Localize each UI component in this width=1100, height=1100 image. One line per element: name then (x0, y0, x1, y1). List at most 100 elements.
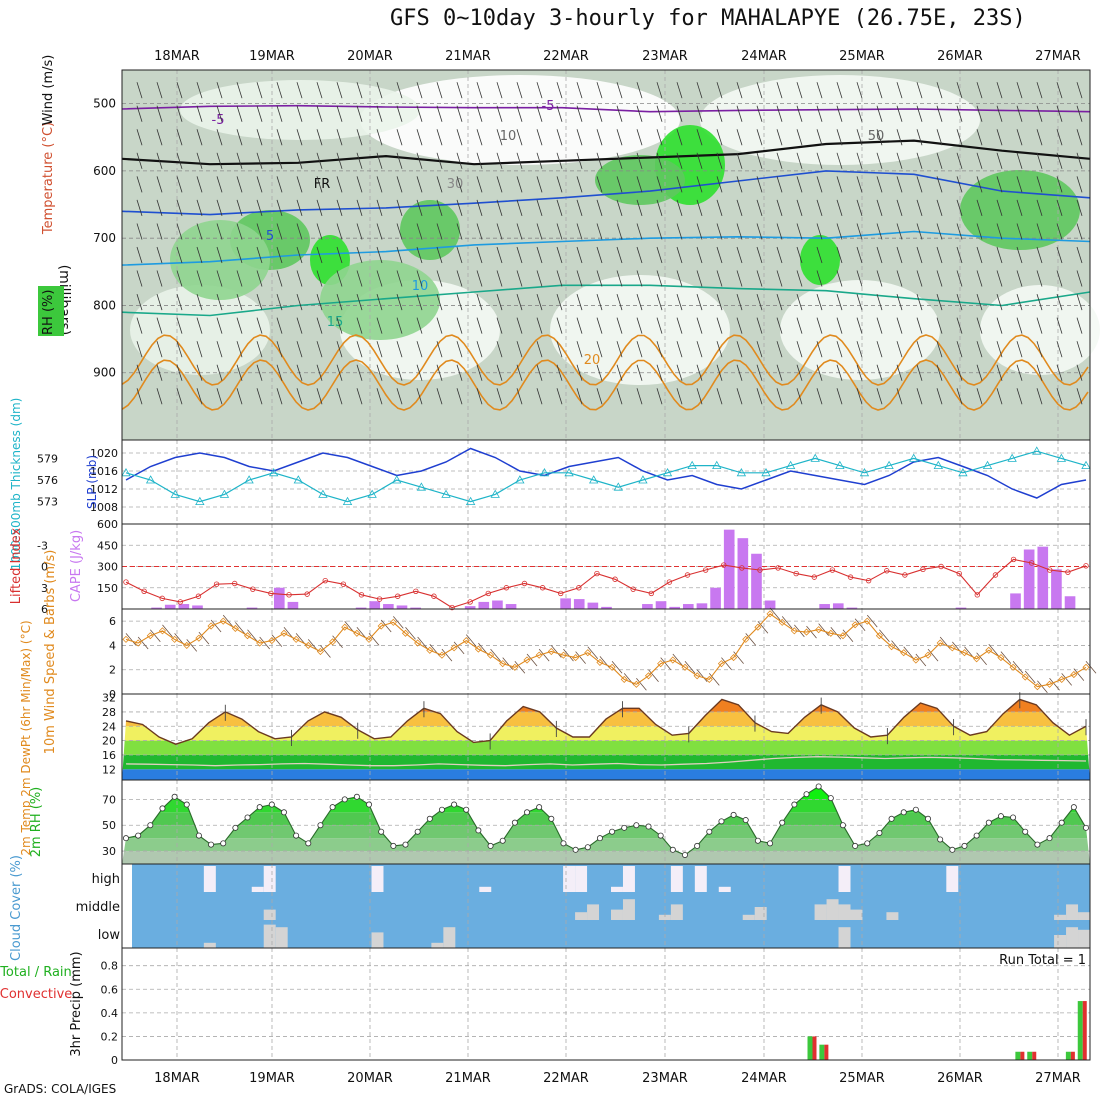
cape-bar (723, 529, 735, 609)
wind-barb (796, 270, 803, 287)
wind-barb (316, 176, 323, 193)
contour-label: 20 (584, 353, 601, 368)
wind-barb (176, 176, 183, 193)
lifted-index-marker (322, 577, 328, 584)
rh-marker (451, 801, 458, 808)
wind-barb (696, 176, 703, 193)
lifted-index-marker (485, 590, 491, 597)
wind-barb (976, 152, 983, 169)
lifted-index-marker (612, 576, 618, 582)
wind-barb (256, 293, 263, 311)
wind-barb-10m (320, 645, 331, 658)
wind-barb (616, 293, 623, 311)
wind-speed-marker (973, 655, 981, 663)
wind-barb (756, 317, 763, 334)
wind-barb (636, 129, 643, 146)
contour-label: FR (314, 177, 331, 192)
cloud-cover-bar (1078, 912, 1090, 920)
cape-bar (737, 538, 749, 609)
wind-barb (436, 129, 443, 146)
wind-barb (736, 270, 743, 287)
lifted-index-marker (1028, 560, 1035, 566)
wind-barb (156, 152, 163, 169)
wind-barb (636, 105, 643, 122)
wind-barb (436, 388, 443, 405)
wind-barb (516, 364, 523, 381)
thickness-marker (145, 475, 156, 484)
lifted-index-marker (811, 574, 818, 580)
wind-barb (536, 223, 543, 240)
contour-label: 5 (266, 229, 274, 244)
wind-barb (576, 341, 583, 358)
wind-barb (1056, 176, 1063, 193)
rh-marker (706, 828, 713, 835)
wind-barb (636, 223, 643, 240)
rh-shading-patch (595, 155, 685, 205)
wind-speed-marker (827, 629, 835, 637)
wind-barb (156, 341, 163, 358)
wind-barb (316, 270, 323, 287)
wind-barb (976, 246, 983, 264)
wind-barb (456, 388, 463, 405)
thickness-marker (392, 475, 402, 484)
wind-barb (316, 199, 323, 217)
wind-barb (536, 293, 543, 311)
wind-barb (876, 388, 883, 405)
wind-speed-marker (304, 641, 312, 649)
lifted-index-marker (376, 596, 383, 602)
wind-barb (776, 223, 783, 240)
wind-barb (1076, 176, 1083, 193)
rh-marker (402, 841, 409, 848)
rh-marker (609, 828, 616, 835)
wind-barb (416, 105, 423, 122)
wind-barb (496, 152, 503, 169)
wind-barb (796, 152, 803, 169)
wind-barb-10m (1037, 680, 1048, 693)
rh-marker (937, 836, 944, 843)
rh-marker (135, 832, 142, 839)
wind-barb (896, 317, 903, 334)
wind-barb (476, 246, 483, 264)
wind-barb (816, 388, 823, 405)
thickness-marker (1056, 453, 1067, 462)
wind-barb (136, 223, 143, 240)
wind-barb (556, 341, 563, 358)
rh-marker (669, 846, 676, 853)
rh-marker (852, 842, 859, 849)
wind-barb (436, 317, 443, 334)
wind-barb (576, 129, 583, 146)
lifted-index-marker (576, 585, 582, 591)
wind-barb (736, 364, 743, 381)
rh-bands (122, 786, 1090, 864)
wind-barb (376, 82, 383, 99)
precip-panel-frame (121, 947, 1091, 1061)
wind-barb (236, 199, 243, 217)
wind-barb (496, 199, 503, 217)
rh-marker (888, 815, 895, 822)
wind-barb (416, 199, 423, 217)
wind-barb (776, 364, 783, 381)
wind-speed-marker (1058, 675, 1066, 683)
wind-barb (776, 199, 783, 217)
wind-barb (516, 270, 523, 287)
cloud-cover-bar (1054, 935, 1067, 948)
wind-barb (716, 270, 723, 287)
wind-barb (236, 317, 243, 334)
wind-barb-10m (1000, 651, 1012, 664)
wind-barb (456, 293, 463, 311)
wind-barb (576, 317, 583, 334)
wind-barb (216, 199, 223, 217)
wind-barb (376, 152, 383, 169)
rh-marker (499, 837, 506, 844)
wind-barb (516, 341, 523, 358)
wind-barb (1056, 105, 1063, 122)
wind-barb (296, 82, 303, 99)
lifted-index-axis-label: Lifted Index (9, 527, 24, 604)
cape-bar (1023, 549, 1035, 609)
wind-barb (516, 223, 523, 240)
wind-barb-10m (563, 648, 574, 662)
wind-barb (156, 293, 163, 311)
wind-barb (696, 129, 703, 146)
pressure-tick-label: 500 (93, 97, 116, 111)
rh-shading-patch (700, 75, 980, 165)
